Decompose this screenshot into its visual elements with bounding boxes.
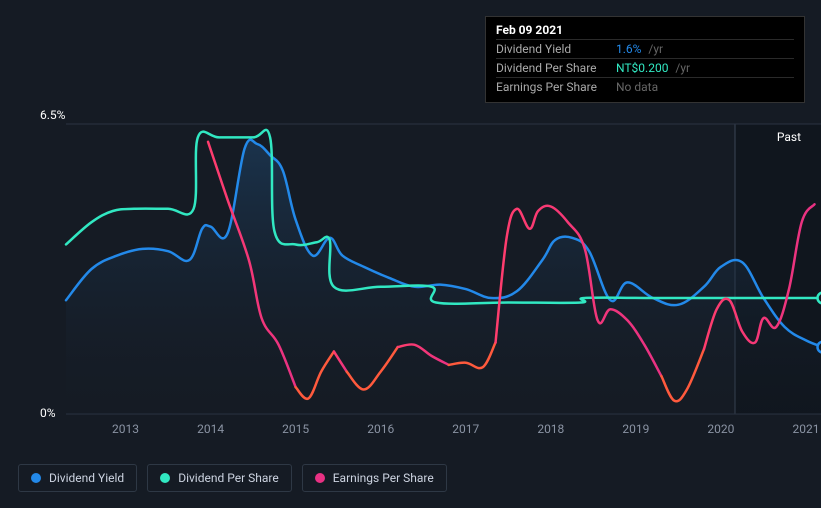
tooltip-row-suffix: /yr xyxy=(645,42,663,56)
tooltip-row-label: Earnings Per Share xyxy=(496,80,616,94)
past-label: Past xyxy=(777,130,801,144)
legend-dot xyxy=(315,473,325,483)
tooltip-row-suffix: /yr xyxy=(672,61,690,75)
legend-dot xyxy=(160,473,170,483)
y-axis-bottom-label: 0% xyxy=(40,406,56,420)
tooltip: Feb 09 2021 Dividend Yield1.6% /yrDivide… xyxy=(485,16,805,103)
tooltip-row: Earnings Per ShareNo data xyxy=(496,77,794,96)
x-axis-label: 2017 xyxy=(452,422,479,436)
legend-item[interactable]: Dividend Yield xyxy=(18,464,137,492)
legend-item-label: Dividend Yield xyxy=(49,471,124,485)
x-axis-label: 2015 xyxy=(282,422,309,436)
x-axis-label: 2014 xyxy=(197,422,224,436)
y-axis-top-label: 6.5% xyxy=(40,108,65,122)
tooltip-row-value: NT$0.200 /yr xyxy=(616,61,794,75)
tooltip-row: Dividend Per ShareNT$0.200 /yr xyxy=(496,58,794,77)
tooltip-row: Dividend Yield1.6% /yr xyxy=(496,39,794,58)
x-axis-label: 2013 xyxy=(112,422,139,436)
x-axis-label: 2019 xyxy=(622,422,649,436)
tooltip-row-label: Dividend Per Share xyxy=(496,61,616,75)
legend-item-label: Dividend Per Share xyxy=(178,471,279,485)
tooltip-row-value: No data xyxy=(616,80,794,94)
tooltip-row-label: Dividend Yield xyxy=(496,42,616,56)
tooltip-title: Feb 09 2021 xyxy=(496,23,794,37)
x-axis-label: 2016 xyxy=(367,422,394,436)
x-axis-label: 2018 xyxy=(537,422,564,436)
chart-area: 6.5% 0% Past 2013 2014 2015 2016 2017 2018 201… xyxy=(18,0,821,458)
x-axis-label: 2021 xyxy=(792,422,819,436)
legend-item[interactable]: Dividend Per Share xyxy=(147,464,292,492)
legend-item-label: Earnings Per Share xyxy=(333,471,434,485)
legend-dot xyxy=(31,473,41,483)
legend-item[interactable]: Earnings Per Share xyxy=(302,464,447,492)
legend: Dividend Yield Dividend Per Share Earnings… xyxy=(18,464,447,492)
x-axis-label: 2020 xyxy=(707,422,734,436)
tooltip-row-value: 1.6% /yr xyxy=(616,42,794,56)
